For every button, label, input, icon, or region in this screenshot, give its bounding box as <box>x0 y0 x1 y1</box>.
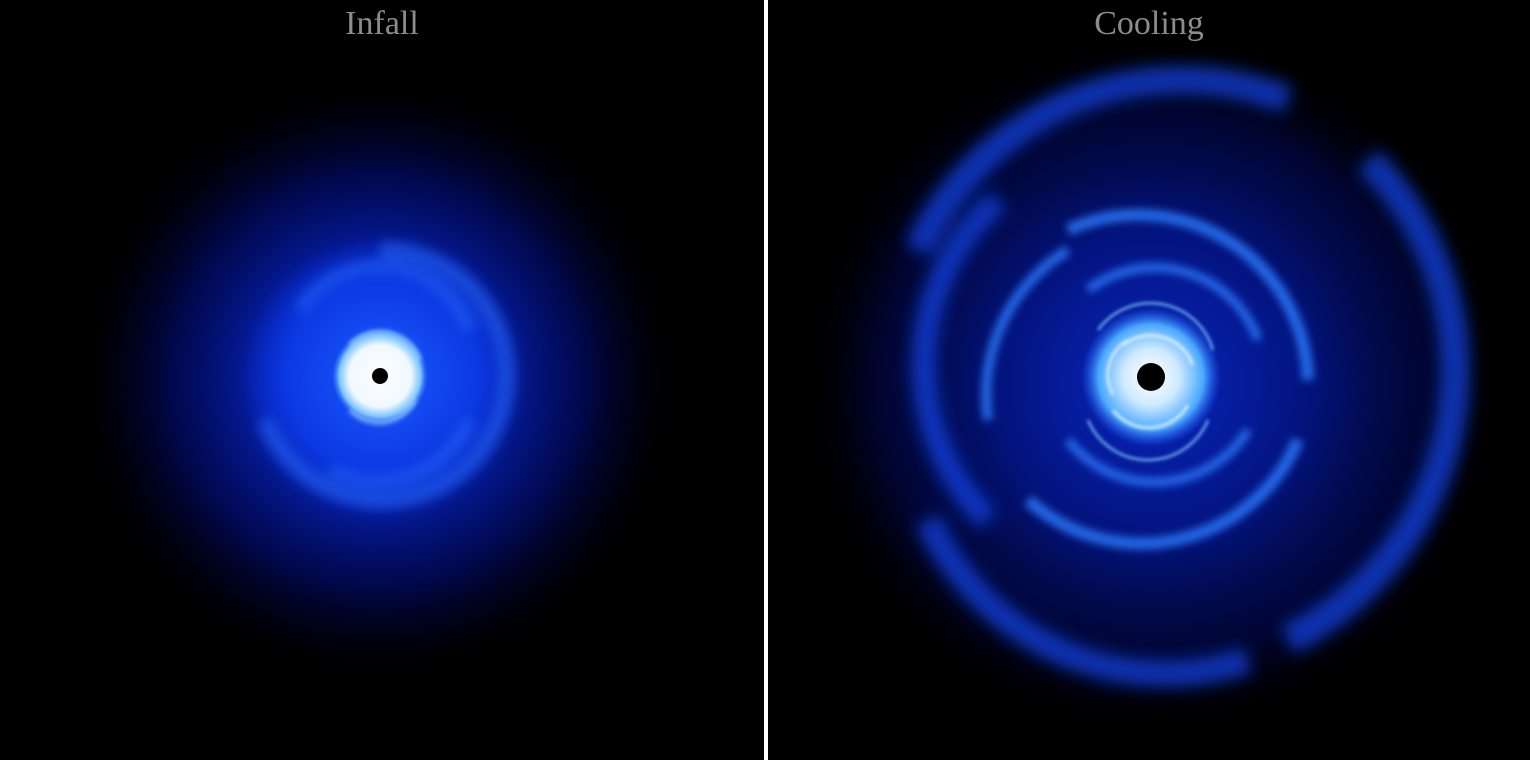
infall-spiral-arms <box>257 241 515 508</box>
cooling-outer-arms <box>905 65 1470 687</box>
cooling-central-hole <box>1137 363 1165 391</box>
cooling-core-streaks <box>1086 301 1215 462</box>
cooling-panel: Cooling <box>768 0 1530 760</box>
cooling-disk-image <box>813 45 1493 725</box>
cooling-title: Cooling <box>1094 5 1204 42</box>
cooling-mid-arms <box>981 208 1314 550</box>
panel-divider <box>764 0 768 760</box>
infall-disk-image <box>88 90 668 670</box>
infall-title: Infall <box>345 5 419 42</box>
infall-panel: Infall <box>0 0 764 760</box>
infall-central-hole <box>372 368 388 384</box>
infall-core-streaks <box>348 330 422 425</box>
